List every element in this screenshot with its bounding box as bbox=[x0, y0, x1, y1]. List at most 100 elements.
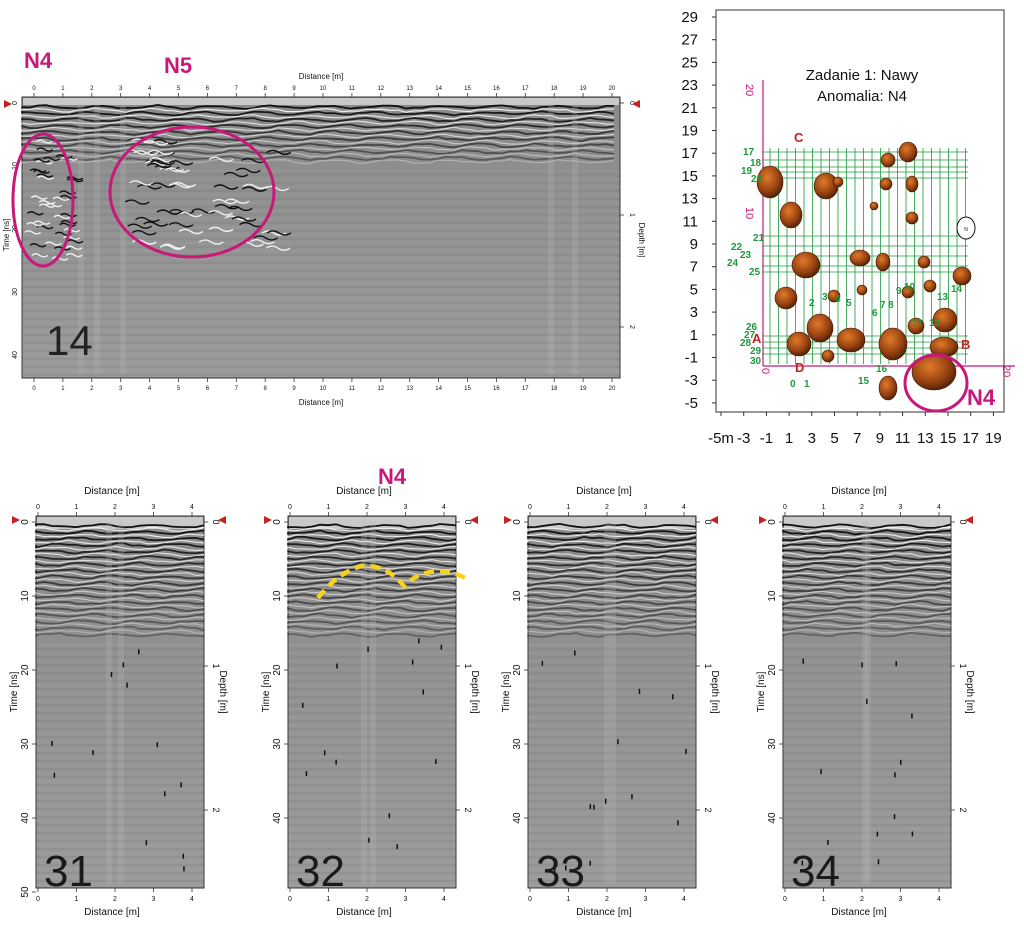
map-line-number: 11 bbox=[912, 318, 923, 329]
profile-31-bottom-tick-label: 3 bbox=[152, 896, 156, 903]
profile-34-radargram bbox=[782, 522, 952, 886]
profile-31-left-marker bbox=[12, 516, 20, 524]
map-y-tick-label: 11 bbox=[682, 213, 698, 230]
profile-31-depth-tick-label: 1 bbox=[211, 663, 221, 668]
profile-31-depth-tick-label: 0 bbox=[211, 519, 221, 524]
profile-31-top-tick-label: 0 bbox=[36, 504, 40, 511]
map-line-number: 23 bbox=[740, 250, 752, 261]
profile-31-top-axis-label: Distance [m] bbox=[84, 486, 140, 497]
map-y-tick-label: 25 bbox=[681, 54, 698, 71]
profile-33-bottom-tick-label: 0 bbox=[528, 896, 532, 903]
profile-14-bottom-tick-label: 14 bbox=[435, 386, 442, 392]
profile-14-top-tick-label: 9 bbox=[292, 86, 296, 92]
map-line-number: 19 bbox=[741, 166, 753, 177]
profile-33-depth-tick-label: 1 bbox=[703, 663, 713, 668]
map-line-number: 13 bbox=[937, 292, 949, 303]
map-line-number: 3 bbox=[822, 292, 828, 303]
profile-34-top-tick-label: 4 bbox=[937, 504, 941, 511]
n5-anomaly-ellipse bbox=[108, 125, 276, 259]
profile-14-bottom-tick-label: 8 bbox=[264, 386, 268, 392]
map-y-tick-label: 21 bbox=[681, 100, 698, 117]
profile-33-top-tick-label: 2 bbox=[605, 504, 609, 511]
profile-34-top-axis-label: Distance [m] bbox=[831, 486, 887, 497]
profile-33-depth-label: Depth [m] bbox=[709, 670, 720, 714]
map-x-tick-label: -3 bbox=[737, 430, 750, 447]
profile-31-right-marker bbox=[218, 516, 226, 524]
profile-14-right-marker bbox=[632, 100, 640, 108]
profile-31-time-tick-label: 50 bbox=[20, 886, 31, 898]
profile-31-bottom-tick-label: 1 bbox=[75, 896, 79, 903]
profile-14-bottom-tick-label: 6 bbox=[206, 386, 210, 392]
profile-14-bottom-tick-label: 13 bbox=[406, 386, 413, 392]
map-y-tick-label: -3 bbox=[685, 372, 698, 389]
n4-anomaly-ellipse bbox=[11, 132, 75, 268]
profile-34-top-tick-label: 1 bbox=[822, 504, 826, 511]
profile-32-top-tick-label: 1 bbox=[327, 504, 331, 511]
map-x-tick-label: 19 bbox=[985, 430, 1002, 447]
profile-14-bottom-tick-label: 12 bbox=[377, 386, 384, 392]
profile-32-left-marker bbox=[264, 516, 272, 524]
profile-34-depth-tick-label: 0 bbox=[958, 519, 968, 524]
profile-14-bottom-tick-label: 3 bbox=[119, 386, 123, 392]
map-y-axis: 29 27 25 23 21 19 17 15 13 11 9 7 5 3 1 -1 -3 -5 bbox=[681, 9, 717, 412]
profile-14-bottom-tick-label: 9 bbox=[292, 386, 296, 392]
profile-32-depth-tick-label: 1 bbox=[463, 663, 473, 668]
profile-14-top-tick-label: 10 bbox=[320, 86, 327, 92]
profile-34-time-tick-label: 30 bbox=[767, 738, 778, 750]
map-inner-label-10v: 10 bbox=[743, 207, 755, 219]
map-line-number: 9 bbox=[896, 286, 902, 297]
map-x-tick-label: 7 bbox=[853, 430, 861, 447]
profile-14-top-tick-label: 20 bbox=[609, 86, 616, 92]
map-x-axis: -5m -3 -1 1 3 5 7 9 11 13 15 17 19 bbox=[708, 412, 1002, 447]
profile-14-depth-tick-label: 2 bbox=[628, 325, 635, 329]
map-line-number: 30 bbox=[750, 356, 762, 367]
profile-32-top-tick-label: 0 bbox=[288, 504, 292, 511]
profile-33-bottom-tick-label: 4 bbox=[682, 896, 686, 903]
map-line-number: 7 bbox=[880, 300, 886, 311]
map-line-number: 12 bbox=[929, 318, 941, 329]
profile-34-depth-tick-label: 2 bbox=[958, 807, 968, 812]
profile-31-frame bbox=[35, 515, 205, 889]
profile-34-depth-tick-label: 1 bbox=[958, 663, 968, 668]
profile-14-depth-tick-label: 0 bbox=[628, 101, 635, 105]
profile-14-top-tick-label: 2 bbox=[90, 86, 94, 92]
map-y-tick-label: 17 bbox=[681, 145, 698, 162]
profile-34-top-tick-label: 0 bbox=[783, 504, 787, 511]
map-y-tick-label: 29 bbox=[681, 9, 698, 26]
n4-bottom-label: N4 bbox=[378, 464, 407, 489]
profile-32-top-tick-label: 4 bbox=[442, 504, 446, 511]
profile-32-time-label: Time [ns] bbox=[261, 671, 272, 712]
map-line-number: 0 bbox=[790, 379, 796, 390]
map-y-tick-label: 1 bbox=[690, 327, 698, 344]
profile-31-top-tick-label: 4 bbox=[190, 504, 194, 511]
n5-label: N5 bbox=[164, 53, 192, 78]
profile-14-bottom-tick-label: 5 bbox=[177, 386, 181, 392]
profile-14-bottom-tick-label: 20 bbox=[609, 386, 616, 392]
profile-31-top-tick-label: 3 bbox=[152, 504, 156, 511]
profile-14-bottom-tick-label: 16 bbox=[493, 386, 500, 392]
map-inner-label-0h: 0 bbox=[759, 368, 771, 374]
map-line-number: 29 bbox=[750, 346, 762, 357]
map-x-tick-label: 9 bbox=[876, 430, 884, 447]
map-y-tick-label: 3 bbox=[690, 304, 698, 321]
profile-14-top-tick-label: 12 bbox=[377, 86, 384, 92]
profile-14-top-tick-label: 7 bbox=[235, 86, 239, 92]
map-line-number: 22 bbox=[731, 242, 743, 253]
profile-32-bottom-tick-label: 3 bbox=[404, 896, 408, 903]
profile-14-top-tick-label: 3 bbox=[119, 86, 123, 92]
profile-33-depth-tick-label: 0 bbox=[703, 519, 713, 524]
map-line-number: 16 bbox=[876, 364, 888, 375]
map-line-number: 14 bbox=[951, 284, 963, 295]
n4-label: N4 bbox=[24, 48, 53, 73]
map-y-tick-label: 19 bbox=[681, 123, 698, 140]
map-y-tick-label: 27 bbox=[681, 32, 698, 49]
profile-32-time-tick-label: 0 bbox=[272, 519, 283, 525]
profile-14-bottom-tick-label: 10 bbox=[320, 386, 327, 392]
profile-14-top-tick-label: 16 bbox=[493, 86, 500, 92]
map-y-tick-label: 5 bbox=[690, 281, 698, 298]
profile-33-bottom-tick-label: 3 bbox=[644, 896, 648, 903]
profile-31-bottom-tick-label: 0 bbox=[36, 896, 40, 903]
